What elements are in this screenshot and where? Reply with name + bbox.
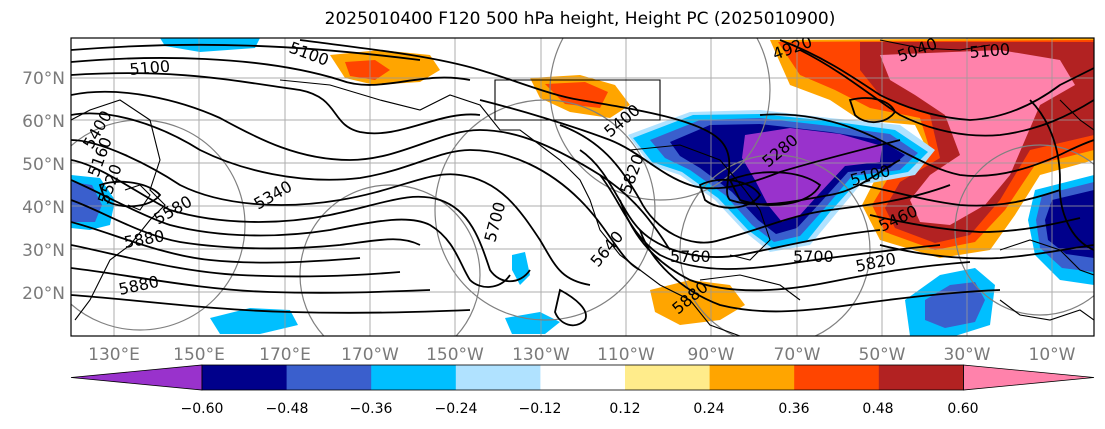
colorbar-tick-label: 0.60	[947, 401, 978, 417]
lon-label-50w: 50°W	[859, 345, 906, 365]
lon-label-130e: 130°E	[88, 345, 140, 365]
colorbar-bin	[202, 365, 288, 390]
contour-label-5760: 5760	[670, 247, 711, 266]
lat-label-50n: 50°N	[22, 155, 65, 175]
colorbar-bin	[794, 365, 880, 390]
lon-label-170w: 170°W	[341, 345, 399, 365]
colorbar-tick-label: 0.48	[862, 401, 893, 417]
colorbar-bin	[709, 365, 795, 390]
colorbar-tick-label: 0.36	[778, 401, 809, 417]
colorbar-tick-label: 0.12	[609, 401, 640, 417]
coastlines	[71, 39, 1094, 336]
colorbar-tick-label: −0.60	[181, 401, 224, 417]
longitude-labels: 130°E 150°E 170°E 170°W 150°W 130°W 110°…	[88, 345, 1076, 365]
latitude-labels: 70°N 60°N 50°N 40°N 30°N 20°N	[22, 69, 65, 304]
shade-negative-pacific-patch-2	[505, 312, 560, 334]
contour-label-5100-right: 5100	[969, 40, 1011, 62]
contour-label-5100-left: 5100	[129, 57, 171, 79]
shade-negative-purple-region	[742, 128, 882, 222]
colorbar-extend-low	[70, 364, 203, 391]
map-frame	[70, 37, 1095, 337]
colorbar-tick-labels: −0.60 −0.48 −0.36 −0.24 −0.12 0.12 0.24 …	[181, 401, 979, 417]
chart-title: 2025010400 F120 500 hPa height, Height P…	[324, 9, 836, 29]
shade-negative-japan-core	[71, 182, 102, 222]
shade-negative-atlantic-navy	[1045, 190, 1094, 258]
colorbar-bin	[540, 365, 626, 390]
lon-label-170e: 170°E	[259, 345, 311, 365]
lat-label-30n: 30°N	[22, 241, 65, 261]
colorbar-bin	[625, 365, 711, 390]
colorbar-bin	[286, 365, 372, 390]
lat-label-20n: 20°N	[22, 284, 65, 304]
lat-label-40n: 40°N	[22, 198, 65, 218]
lon-label-130w: 130°W	[512, 345, 570, 365]
shade-negative-pacific-patch-1	[210, 308, 298, 334]
colorbar-tick-label: −0.48	[266, 401, 309, 417]
shade-positive-pink-region	[880, 50, 1075, 225]
shade-positive-caribbean-region	[650, 280, 745, 325]
lon-label-110w: 110°W	[597, 345, 655, 365]
lat-label-70n: 70°N	[22, 69, 65, 89]
colorbar-outline	[201, 364, 964, 391]
shade-negative-hawaii-patch	[512, 252, 530, 285]
colorbar-bin	[455, 365, 541, 390]
colorbar-tick-label: −0.12	[519, 401, 562, 417]
lon-label-150e: 150°E	[173, 345, 225, 365]
colorbar	[70, 364, 1095, 391]
colorbar-tick-label: 0.24	[693, 401, 724, 417]
colorbar-bin	[878, 365, 964, 390]
lat-label-60n: 60°N	[22, 112, 65, 132]
anomaly-shading	[71, 38, 1094, 336]
colorbar-bin	[371, 365, 457, 390]
contour-label-5700: 5700	[793, 247, 834, 266]
map-area: 5100 5100 5400 5520 5580 5880 5340 5880 …	[71, 38, 1094, 336]
colorbar-tick-label: −0.24	[435, 401, 478, 417]
lon-label-30w: 30°W	[944, 345, 991, 365]
lon-label-10w: 10°W	[1029, 345, 1076, 365]
range-circles	[71, 38, 1094, 336]
lon-label-70w: 70°W	[774, 345, 821, 365]
lon-label-150w: 150°W	[426, 345, 484, 365]
lon-label-90w: 90°W	[688, 345, 735, 365]
colorbar-extend-high	[963, 364, 1095, 391]
height-contours	[71, 39, 1094, 327]
shade-positive-arctic-core	[345, 60, 390, 80]
colorbar-tick-label: −0.36	[350, 401, 393, 417]
